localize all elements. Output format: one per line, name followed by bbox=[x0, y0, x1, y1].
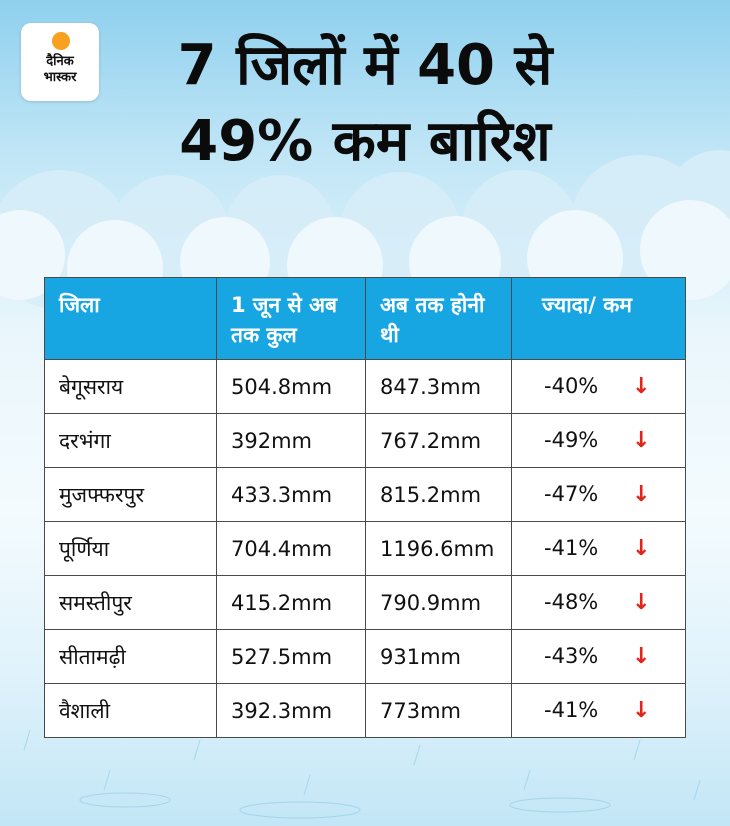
down-arrow-icon: ↓ bbox=[632, 482, 651, 507]
change-value: -41% bbox=[544, 698, 599, 722]
table-row: मुजफ्फरपुर 433.3mm 815.2mm -47% ↓ bbox=[44, 467, 686, 522]
table-row: दरभंगा 392mm 767.2mm -49% ↓ bbox=[44, 413, 686, 468]
cell-total: 504.8mm bbox=[216, 359, 366, 414]
cell-expected: 815.2mm bbox=[365, 467, 512, 522]
cell-expected: 931mm bbox=[365, 629, 512, 684]
change-value: -49% bbox=[544, 428, 599, 452]
rainfall-table: जिला 1 जून से अब तक कुल अब तक होनी थी ज्… bbox=[44, 277, 686, 738]
change-value: -40% bbox=[544, 374, 599, 398]
table-row: बेगूसराय 504.8mm 847.3mm -40% ↓ bbox=[44, 359, 686, 414]
cell-district: दरभंगा bbox=[44, 413, 217, 468]
change-value: -41% bbox=[544, 536, 599, 560]
change-value: -43% bbox=[544, 644, 599, 668]
cell-change: -40% ↓ bbox=[511, 359, 686, 414]
cell-change: -41% ↓ bbox=[511, 521, 686, 576]
cell-total: 415.2mm bbox=[216, 575, 366, 630]
cell-district: मुजफ्फरपुर bbox=[44, 467, 217, 522]
table-row: वैशाली 392.3mm 773mm -41% ↓ bbox=[44, 683, 686, 738]
cell-change: -49% ↓ bbox=[511, 413, 686, 468]
down-arrow-icon: ↓ bbox=[632, 428, 651, 453]
cell-total: 392mm bbox=[216, 413, 366, 468]
logo-text-line2: भास्कर bbox=[43, 70, 77, 85]
table-row: समस्तीपुर 415.2mm 790.9mm -48% ↓ bbox=[44, 575, 686, 630]
down-arrow-icon: ↓ bbox=[632, 698, 651, 723]
logo-text-line1: दैनिक bbox=[46, 54, 74, 69]
rainfall-table-container: जिला 1 जून से अब तक कुल अब तक होनी थी ज्… bbox=[44, 277, 686, 738]
change-value: -48% bbox=[544, 590, 599, 614]
table-header-row: जिला 1 जून से अब तक कुल अब तक होनी थी ज्… bbox=[44, 277, 686, 360]
down-arrow-icon: ↓ bbox=[632, 644, 651, 669]
headline: 7 जिलों में 40 से 49% कम बारिश bbox=[105, 28, 625, 180]
headline-line1: 7 जिलों में 40 से bbox=[177, 33, 553, 98]
cell-change: -43% ↓ bbox=[511, 629, 686, 684]
header-expected-rain: अब तक होनी थी bbox=[365, 277, 512, 360]
cell-district: समस्तीपुर bbox=[44, 575, 217, 630]
cell-total: 527.5mm bbox=[216, 629, 366, 684]
down-arrow-icon: ↓ bbox=[632, 374, 651, 399]
cell-expected: 847.3mm bbox=[365, 359, 512, 414]
change-value: -47% bbox=[544, 482, 599, 506]
table-row: सीतामढ़ी 527.5mm 931mm -43% ↓ bbox=[44, 629, 686, 684]
cell-total: 392.3mm bbox=[216, 683, 366, 738]
cell-change: -47% ↓ bbox=[511, 467, 686, 522]
cell-district: पूर्णिया bbox=[44, 521, 217, 576]
table-row: पूर्णिया 704.4mm 1196.6mm -41% ↓ bbox=[44, 521, 686, 576]
cell-expected: 790.9mm bbox=[365, 575, 512, 630]
brand-logo: दैनिक भास्कर bbox=[21, 23, 99, 101]
cell-expected: 773mm bbox=[365, 683, 512, 738]
cell-district: वैशाली bbox=[44, 683, 217, 738]
header-district: जिला bbox=[44, 277, 217, 360]
cell-expected: 1196.6mm bbox=[365, 521, 512, 576]
cell-total: 704.4mm bbox=[216, 521, 366, 576]
header-deviation: ज्यादा/ कम bbox=[511, 277, 686, 360]
down-arrow-icon: ↓ bbox=[632, 536, 651, 561]
header-total-rain: 1 जून से अब तक कुल bbox=[216, 277, 366, 360]
headline-line2: 49% कम बारिश bbox=[179, 109, 551, 174]
cell-change: -41% ↓ bbox=[511, 683, 686, 738]
cell-district: सीतामढ़ी bbox=[44, 629, 217, 684]
sun-logo-icon bbox=[52, 32, 70, 50]
cell-change: -48% ↓ bbox=[511, 575, 686, 630]
cell-total: 433.3mm bbox=[216, 467, 366, 522]
down-arrow-icon: ↓ bbox=[632, 590, 651, 615]
cell-expected: 767.2mm bbox=[365, 413, 512, 468]
cell-district: बेगूसराय bbox=[44, 359, 217, 414]
